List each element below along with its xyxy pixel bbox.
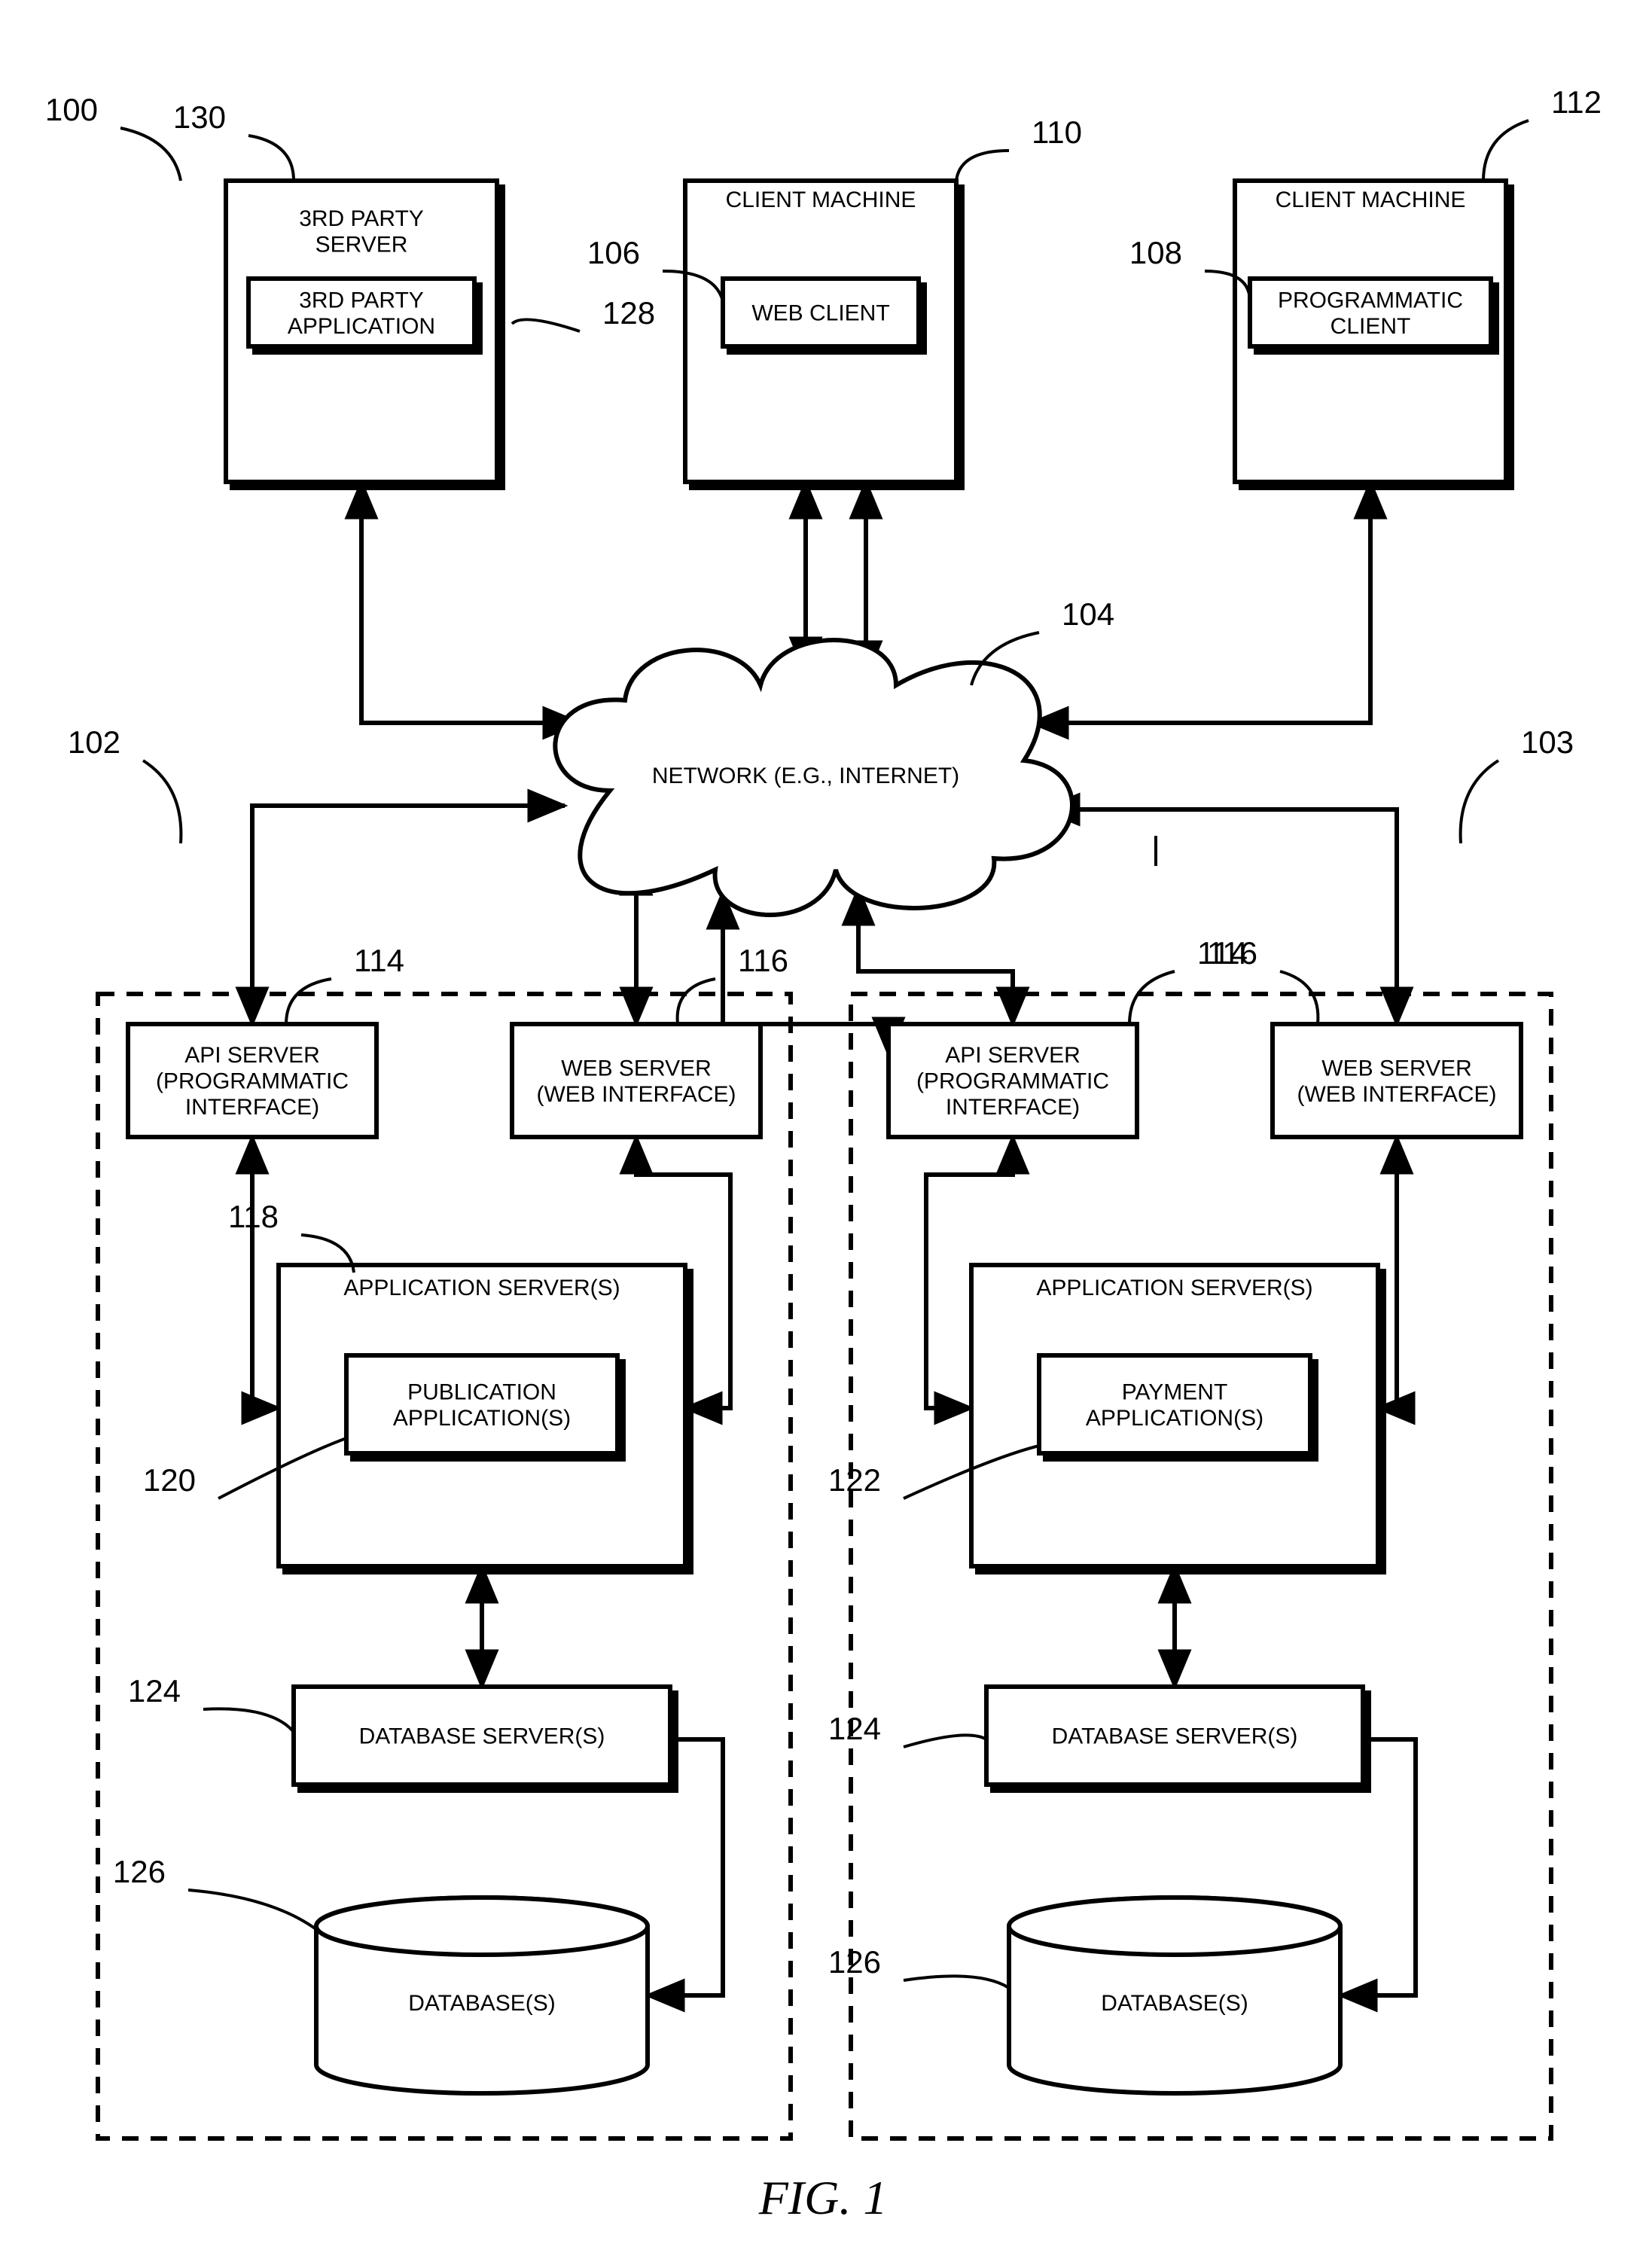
ref-130-1: 130 <box>173 99 294 181</box>
svg-text:120: 120 <box>143 1462 196 1498</box>
svg-text:APPLICATION(S): APPLICATION(S) <box>393 1406 571 1431</box>
svg-text:API SERVER: API SERVER <box>945 1043 1081 1068</box>
ref-100-0: 100 <box>45 92 181 181</box>
svg-text:PROGRAMMATIC: PROGRAMMATIC <box>1278 288 1463 312</box>
ref-110-2: 110 <box>956 114 1082 181</box>
ref-124-18: 124 <box>828 1711 986 1747</box>
web_server_l: WEB SERVER(WEB INTERFACE) <box>512 1024 761 1137</box>
svg-text:130: 130 <box>173 99 226 135</box>
edge-9 <box>252 1137 279 1408</box>
ref-126-20: 126 <box>828 1944 1009 1988</box>
svg-text:(PROGRAMMATIC: (PROGRAMMATIC <box>916 1069 1109 1094</box>
ref-118-14: 118 <box>228 1199 354 1273</box>
svg-text:116: 116 <box>738 943 788 978</box>
svg-text:3RD PARTY: 3RD PARTY <box>299 206 424 231</box>
svg-text:WEB SERVER: WEB SERVER <box>561 1056 712 1081</box>
ref-116-11: 116 <box>678 943 788 1024</box>
edge-0 <box>361 482 580 723</box>
svg-text:INTERFACE): INTERFACE) <box>185 1095 319 1120</box>
svg-text:126: 126 <box>113 1854 166 1889</box>
svg-text:INTERFACE): INTERFACE) <box>946 1095 1080 1120</box>
svg-text:(WEB INTERFACE): (WEB INTERFACE) <box>536 1082 736 1107</box>
svg-text:104: 104 <box>1062 596 1114 632</box>
svg-text:CLIENT MACHINE: CLIENT MACHINE <box>726 187 916 212</box>
svg-text:128: 128 <box>602 295 655 331</box>
web_server_r: WEB SERVER(WEB INTERFACE) <box>1273 1024 1521 1137</box>
svg-text:PUBLICATION: PUBLICATION <box>407 1379 556 1404</box>
svg-text:106: 106 <box>587 235 640 270</box>
svg-text:API SERVER: API SERVER <box>184 1043 320 1068</box>
db_r: DATABASE(S) <box>1009 1898 1340 2093</box>
svg-text:122: 122 <box>828 1462 881 1498</box>
ref-102-8: 102 <box>68 724 181 843</box>
svg-text:3RD PARTY: 3RD PARTY <box>299 288 424 312</box>
svg-text:NETWORK (E.G., INTERNET): NETWORK (E.G., INTERNET) <box>652 764 959 788</box>
ref-126-19: 126 <box>113 1854 324 1935</box>
app_server_l: APPLICATION SERVER(S) PUBLICATIONAPPLICAT… <box>279 1265 685 1566</box>
svg-text:SERVER: SERVER <box>315 233 408 258</box>
figure-caption: FIG. 1 <box>758 2171 888 2224</box>
svg-text:APPLICATION(S): APPLICATION(S) <box>1086 1406 1263 1431</box>
svg-text:103: 103 <box>1521 724 1574 760</box>
svg-text:APPLICATION SERVER(S): APPLICATION SERVER(S) <box>1036 1276 1312 1300</box>
db_l: DATABASE(S) <box>316 1898 648 2093</box>
svg-text:APPLICATION: APPLICATION <box>288 314 435 339</box>
svg-text:DATABASE(S): DATABASE(S) <box>408 1991 556 2016</box>
ref-114-10: 114 <box>286 943 404 1024</box>
svg-text:APPLICATION SERVER(S): APPLICATION SERVER(S) <box>343 1276 620 1300</box>
ref-124-17: 124 <box>128 1673 294 1732</box>
svg-text:112: 112 <box>1551 84 1602 120</box>
third_party_server: 3RD PARTYSERVER3RD PARTYAPPLICATION <box>226 181 497 482</box>
ref-108-5: 108 <box>1129 235 1250 301</box>
svg-text:CLIENT MACHINE: CLIENT MACHINE <box>1276 187 1466 212</box>
svg-text:124: 124 <box>128 1673 181 1709</box>
svg-text:100: 100 <box>45 92 98 127</box>
svg-text:116: 116 <box>1207 935 1257 971</box>
svg-text:110: 110 <box>1032 114 1082 150</box>
ref-112-3: 112 <box>1483 84 1602 181</box>
ref-103-9: 103 <box>1461 724 1574 843</box>
client_machine_1: CLIENT MACHINE WEB CLIENT <box>685 181 956 482</box>
edge-12 <box>1378 1137 1397 1408</box>
svg-text:118: 118 <box>228 1199 279 1234</box>
svg-text:DATABASE SERVER(S): DATABASE SERVER(S) <box>1052 1724 1298 1749</box>
network: NETWORK (E.G., INTERNET) <box>555 640 1072 915</box>
svg-text:DATABASE(S): DATABASE(S) <box>1101 1991 1248 2016</box>
svg-text:108: 108 <box>1129 235 1182 270</box>
svg-text:CLIENT: CLIENT <box>1331 314 1411 339</box>
api_server_r: API SERVER(PROGRAMMATICINTERFACE) <box>889 1024 1137 1137</box>
svg-text:(PROGRAMMATIC: (PROGRAMMATIC <box>156 1069 349 1094</box>
ref-128-6: 128 <box>512 295 655 331</box>
db_server_l: DATABASE SERVER(S) <box>294 1687 670 1785</box>
app_server_r: APPLICATION SERVER(S) PAYMENTAPPLICATION(… <box>971 1265 1378 1566</box>
svg-text:WEB SERVER: WEB SERVER <box>1321 1056 1472 1081</box>
svg-text:WEB CLIENT: WEB CLIENT <box>751 301 889 326</box>
svg-text:126: 126 <box>828 1944 881 1980</box>
svg-text:DATABASE SERVER(S): DATABASE SERVER(S) <box>359 1724 605 1749</box>
ref-116-13: 116 <box>1207 935 1318 1024</box>
svg-text:102: 102 <box>68 724 120 760</box>
svg-text:114: 114 <box>354 943 404 978</box>
client_machine_2: CLIENT MACHINE PROGRAMMATICCLIENT <box>1235 181 1506 482</box>
svg-text:124: 124 <box>828 1711 881 1746</box>
api_server_l: API SERVER(PROGRAMMATICINTERFACE) <box>128 1024 376 1137</box>
svg-text:(WEB INTERFACE): (WEB INTERFACE) <box>1297 1082 1496 1107</box>
svg-text:PAYMENT: PAYMENT <box>1122 1379 1228 1404</box>
db_server_r: DATABASE SERVER(S) <box>986 1687 1363 1785</box>
